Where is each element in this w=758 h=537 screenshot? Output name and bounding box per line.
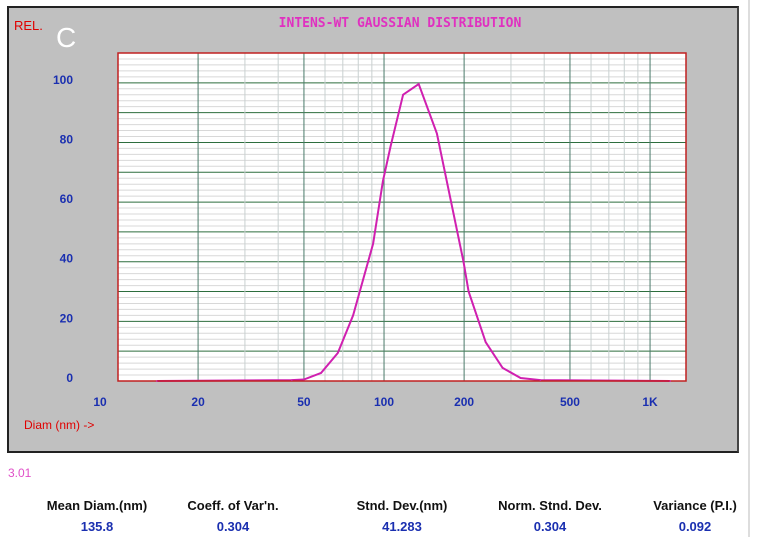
stat-norm-std-dev: Norm. Stnd. Dev. 0.304 [475,498,625,534]
rel-label: REL. [14,18,43,33]
data-point [669,380,671,382]
stat-value: 0.304 [216,519,250,534]
stat-std-dev: Stnd. Dev.(nm) 41.283 [327,498,477,534]
y-tick-label: 0 [66,371,73,385]
window-edge [748,0,750,537]
data-point [484,341,487,344]
stat-label: Coeff. of Var'n. [187,498,279,513]
data-point [352,314,354,317]
x-tick-label: 10 [93,395,107,409]
stat-variance: Variance (P.I.) 0.092 [620,498,758,534]
stat-label: Norm. Stnd. Dev. [498,498,602,513]
data-point [320,372,322,374]
data-point [417,83,420,85]
y-tick-label: 80 [60,132,74,146]
stat-mean-diam: Mean Diam.(nm) 135.8 [22,498,172,534]
chart-title: INTENS-WT GAUSSIAN DISTRIBUTION [279,16,522,31]
data-point [501,367,504,369]
data-point [382,180,384,183]
stat-label: Mean Diam.(nm) [46,498,148,513]
stat-coeff-var: Coeff. of Var'n. 0.304 [158,498,308,534]
x-tick-label: 20 [191,395,205,409]
data-point [462,260,465,263]
data-point [372,243,374,245]
plot-border [117,52,687,382]
x-tick-label: 500 [560,395,580,409]
stat-value: 41.283 [382,519,422,534]
y-tick-label: 40 [60,252,74,266]
data-point [519,377,522,379]
stat-value: 135.8 [80,519,114,534]
y-tick-label: 60 [60,192,74,206]
y-tick-label: 20 [60,311,74,325]
version-label: 3.01 [8,466,32,480]
data-point [156,380,158,382]
stat-value: 0.092 [678,519,712,534]
data-point [539,379,542,381]
panel-letter: C [56,22,76,53]
stat-label: Variance (P.I.) [653,498,737,513]
stat-value: 0.304 [533,519,567,534]
data-point [467,290,470,293]
x-tick-label: 1K [642,395,658,409]
data-point [389,144,392,147]
data-point [303,378,305,381]
data-point [336,352,339,354]
y-tick-label: 100 [53,73,73,87]
x-tick-label: 200 [454,395,474,409]
x-tick-label: 100 [374,395,394,409]
stat-label: Stnd. Dev.(nm) [356,498,448,513]
x-axis-label: Diam (nm) -> [24,418,94,432]
data-point [402,93,404,96]
x-tick-label: 50 [297,395,311,409]
data-point [436,132,438,135]
data-point [290,379,293,381]
